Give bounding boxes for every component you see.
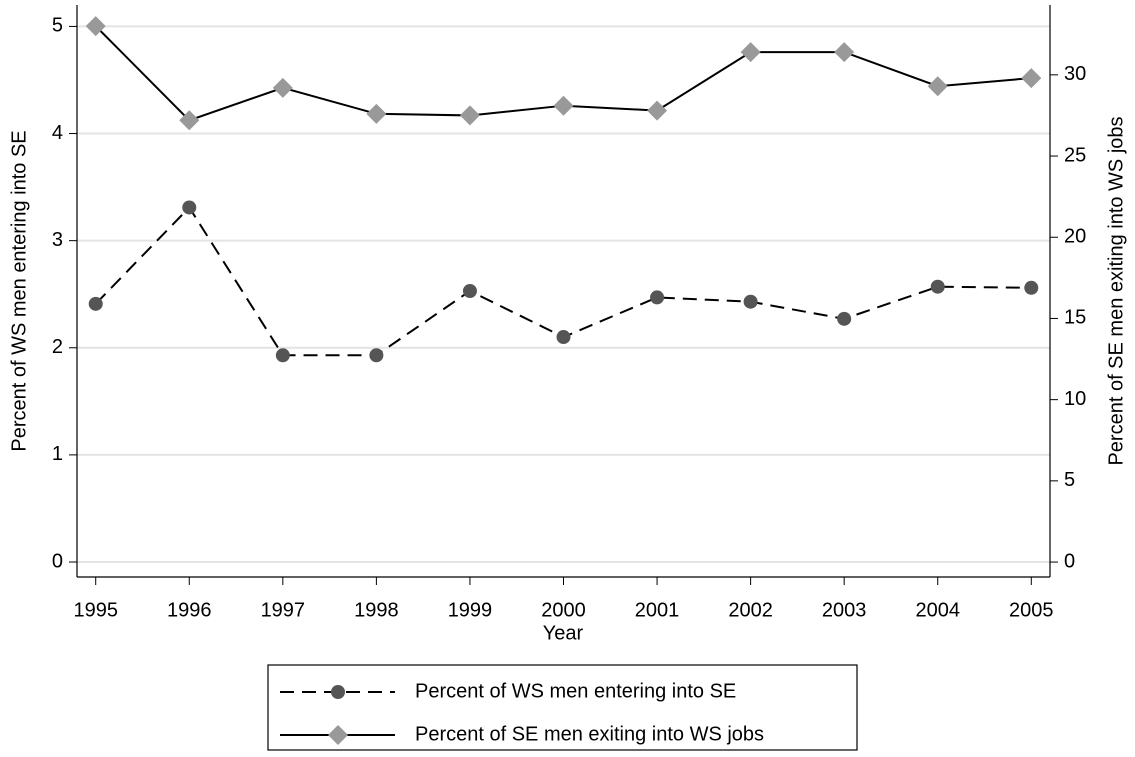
- x-tick-label: 2005: [1009, 599, 1054, 621]
- data-point: [272, 77, 293, 98]
- x-tick-label: 1996: [167, 599, 212, 621]
- data-point: [366, 103, 387, 124]
- y2-tick-label: 15: [1064, 307, 1086, 329]
- legend-label: Percent of SE men exiting into WS jobs: [415, 723, 764, 745]
- y2-tick-label: 20: [1064, 226, 1086, 248]
- x-tick-label: 1999: [448, 599, 493, 621]
- y2-tick-label: 25: [1064, 144, 1086, 166]
- data-point: [88, 296, 103, 311]
- x-tick-label: 2001: [635, 599, 680, 621]
- y-axis-label: Percent of WS men entering into SE: [8, 130, 30, 451]
- x-tick-label: 1997: [261, 599, 306, 621]
- x-tick-label: 1998: [354, 599, 399, 621]
- data-point: [650, 290, 665, 305]
- y2-axis-label: Percent of SE men exiting into WS jobs: [1105, 116, 1127, 465]
- x-tick-label: 2000: [541, 599, 586, 621]
- data-point: [85, 16, 106, 37]
- y-tick-label: 2: [52, 336, 63, 358]
- legend-marker: [328, 725, 348, 745]
- x-tick-label: 2003: [822, 599, 867, 621]
- data-point: [369, 348, 384, 363]
- data-point: [740, 42, 761, 63]
- y-tick-label: 3: [52, 229, 63, 251]
- x-tick-label: 2004: [915, 599, 960, 621]
- data-point: [927, 76, 948, 97]
- data-point: [837, 311, 852, 326]
- legend-label: Percent of WS men entering into SE: [415, 680, 736, 702]
- data-point: [459, 105, 480, 126]
- data-point: [647, 100, 668, 121]
- data-point: [275, 348, 290, 363]
- data-point: [1021, 68, 1042, 89]
- data-point: [556, 330, 571, 345]
- x-tick-label: 2002: [728, 599, 773, 621]
- legend-marker: [331, 685, 345, 699]
- data-point: [462, 284, 477, 298]
- y2-tick-label: 0: [1064, 550, 1075, 572]
- y-tick-label: 4: [52, 122, 63, 144]
- y2-tick-label: 30: [1064, 63, 1086, 85]
- x-tick-label: 1995: [73, 599, 118, 621]
- data-point: [553, 95, 574, 116]
- data-point: [930, 279, 945, 294]
- data-point: [834, 42, 855, 63]
- y2-tick-label: 10: [1064, 388, 1086, 410]
- data-point: [182, 200, 197, 215]
- data-point: [1024, 280, 1039, 295]
- x-axis-label: Year: [543, 622, 584, 644]
- data-point: [743, 294, 758, 309]
- y-tick-label: 5: [52, 15, 63, 37]
- y-tick-label: 1: [52, 443, 63, 465]
- data-point: [179, 110, 200, 131]
- y-tick-label: 0: [52, 550, 63, 572]
- y2-tick-label: 5: [1064, 469, 1075, 491]
